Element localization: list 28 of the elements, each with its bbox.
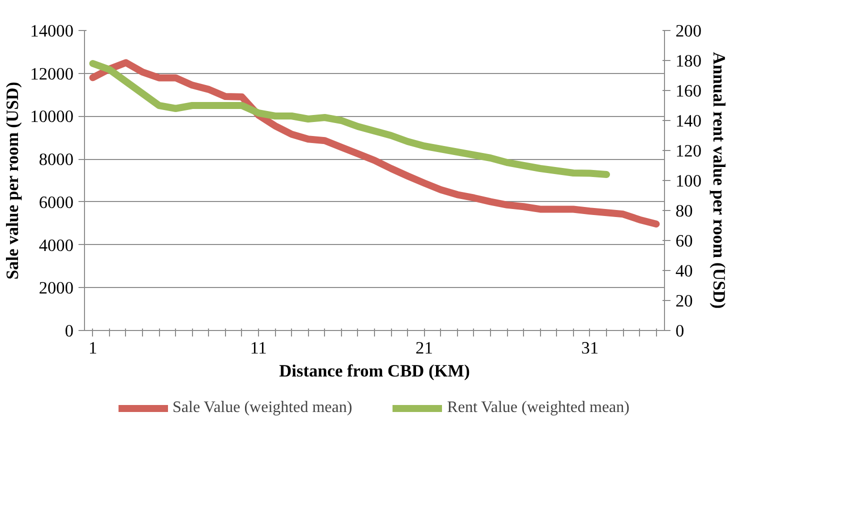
y2-tick-label: 160 [676, 82, 702, 100]
y2-tick-label: 80 [676, 202, 693, 220]
legend-label: Sale Value (weighted mean) [172, 399, 352, 417]
y2-tick-label: 200 [676, 22, 702, 40]
y2-tick-label: 40 [676, 262, 693, 280]
y-tick-label: 8000 [38, 150, 74, 170]
y2-tick-label: 140 [676, 112, 702, 130]
x-tick-label: 1 [88, 338, 98, 358]
y-tick-label: 0 [64, 322, 74, 340]
y2-axis-title: Annual rent value per room (USD) [709, 52, 728, 309]
y2-tick-label: 60 [676, 232, 693, 250]
y-tick-label: 14000 [30, 22, 74, 40]
x-tick-label: 31 [581, 338, 599, 358]
y-tick-label: 2000 [38, 278, 74, 298]
y2-tick-label: 20 [676, 292, 693, 310]
y-tick-label: 12000 [30, 64, 74, 84]
x-axis-title: Distance from CBD (KM) [279, 362, 470, 380]
x-tick-label: 21 [416, 338, 433, 358]
y-axis-title: Sale value per room (USD) [3, 82, 22, 280]
y-tick-label: 10000 [30, 107, 74, 126]
y2-tick-label: 120 [676, 142, 702, 160]
y-tick-label: 6000 [38, 192, 74, 212]
y2-tick-label: 180 [676, 52, 702, 70]
x-tick-label: 11 [250, 338, 267, 358]
legend-label: Rent Value (weighted mean) [447, 399, 630, 417]
y2-tick-label: 0 [676, 322, 684, 340]
y2-tick-label: 100 [676, 172, 702, 190]
y-tick-label: 4000 [38, 236, 74, 255]
